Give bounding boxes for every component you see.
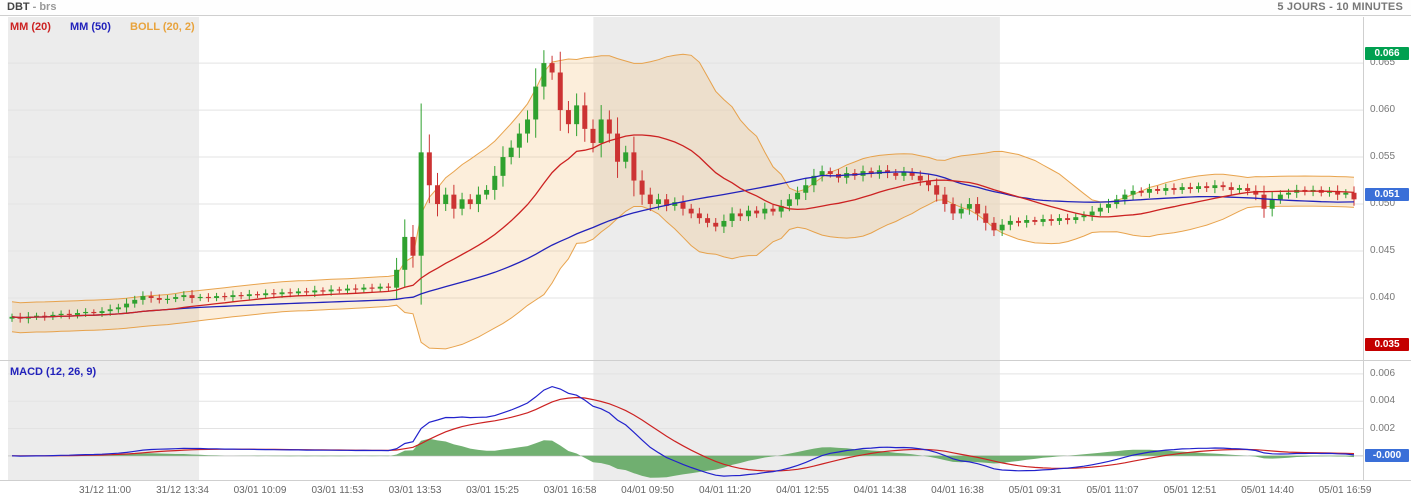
gridlines — [8, 62, 1363, 457]
x-axis-label: 04/01 12:55 — [776, 485, 829, 496]
x-axis-label: 05/01 12:51 — [1163, 485, 1217, 496]
price-low-badge: 0.035 — [1365, 338, 1409, 352]
instrument-market-suffix: - brs — [32, 1, 57, 13]
timeframe-label: 5 JOURS - 10 MINUTES — [1277, 1, 1403, 13]
candlesticks — [9, 50, 1357, 324]
x-axis-label: 05/01 16:59 — [1318, 485, 1372, 496]
macd-histogram — [12, 438, 1354, 478]
macd-tick-label: 0.002 — [1370, 422, 1396, 434]
x-axis-label: 03/01 15:25 — [466, 485, 519, 496]
x-axis-label: 03/01 13:53 — [388, 485, 442, 496]
price-high-badge: 0.066 — [1365, 47, 1409, 61]
legend-bollinger[interactable]: BOLL (20, 2) — [130, 21, 195, 33]
x-axis-label: 05/01 11:07 — [1086, 485, 1139, 496]
time-axis: 31/12 11:00 31/12 13:34 03/01 10:09 03/01 1… — [0, 485, 1411, 501]
instrument-title: DBT - brs — [7, 1, 56, 13]
mm20-line — [11, 134, 1355, 319]
price-tick-label: 0.040 — [1370, 291, 1396, 303]
macd-zero-badge: -0.000 — [1365, 449, 1409, 463]
moving-averages — [11, 134, 1355, 319]
macd-panel — [11, 385, 1355, 478]
price-tick-label: 0.055 — [1370, 151, 1396, 163]
price-tick-label: 0.050 — [1370, 198, 1396, 210]
macd-tick-label: 0.004 — [1370, 395, 1396, 407]
x-axis-label: 03/01 11:53 — [311, 485, 364, 496]
x-axis-label: 04/01 14:38 — [853, 485, 907, 496]
macd-tick-label: 0.006 — [1370, 367, 1396, 379]
price-last-badge: 0.051 — [1365, 188, 1409, 202]
instrument-symbol: DBT — [7, 1, 30, 13]
x-axis-label: 31/12 11:00 — [78, 485, 132, 496]
x-axis-label: 05/01 14:40 — [1241, 485, 1294, 496]
price-tick-label: 0.045 — [1370, 245, 1396, 256]
session-shading — [8, 17, 1000, 480]
x-axis-label: 03/01 10:09 — [233, 485, 287, 496]
price-tick-label: 0.065 — [1370, 57, 1396, 69]
mm50-line — [11, 171, 1355, 319]
legend-mm50[interactable]: MM (50) — [70, 21, 111, 33]
x-axis-label: 04/01 16:38 — [931, 485, 984, 496]
price-tick-label: 0.060 — [1370, 104, 1396, 116]
header-bar: DBT - brs 5 JOURS - 10 MINUTES — [0, 0, 1411, 16]
x-axis-label: 31/12 13:34 — [156, 485, 209, 496]
x-axis-label: 05/01 09:31 — [1008, 485, 1062, 496]
x-axis-label: 04/01 11:20 — [698, 485, 752, 496]
macd-indicator-label[interactable]: MACD (12, 26, 9) — [10, 366, 97, 378]
x-axis-label: 04/01 09:50 — [621, 485, 674, 496]
x-axis-label: 03/01 16:58 — [543, 485, 597, 496]
macd-line — [11, 385, 1355, 477]
indicator-legend: MM (20) MM (50) BOLL (20, 2) — [10, 21, 211, 33]
panel-separators — [0, 17, 1411, 481]
legend-mm20[interactable]: MM (20) — [10, 21, 51, 33]
